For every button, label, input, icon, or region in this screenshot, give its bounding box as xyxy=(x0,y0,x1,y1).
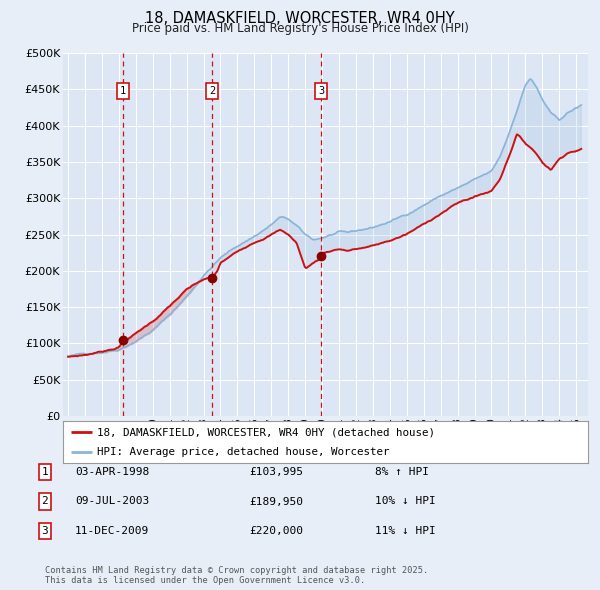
Text: 1: 1 xyxy=(120,86,126,96)
Text: 8% ↑ HPI: 8% ↑ HPI xyxy=(375,467,429,477)
Text: 18, DAMASKFIELD, WORCESTER, WR4 0HY (detached house): 18, DAMASKFIELD, WORCESTER, WR4 0HY (det… xyxy=(97,427,435,437)
Text: Contains HM Land Registry data © Crown copyright and database right 2025.
This d: Contains HM Land Registry data © Crown c… xyxy=(45,566,428,585)
Text: 3: 3 xyxy=(318,86,324,96)
Text: 03-APR-1998: 03-APR-1998 xyxy=(75,467,149,477)
Text: 1: 1 xyxy=(41,467,49,477)
Text: HPI: Average price, detached house, Worcester: HPI: Average price, detached house, Worc… xyxy=(97,447,389,457)
Text: 18, DAMASKFIELD, WORCESTER, WR4 0HY: 18, DAMASKFIELD, WORCESTER, WR4 0HY xyxy=(145,11,455,25)
Text: 09-JUL-2003: 09-JUL-2003 xyxy=(75,497,149,506)
Text: 3: 3 xyxy=(41,526,49,536)
Text: £103,995: £103,995 xyxy=(249,467,303,477)
Text: 2: 2 xyxy=(41,497,49,506)
Text: 11% ↓ HPI: 11% ↓ HPI xyxy=(375,526,436,536)
Text: Price paid vs. HM Land Registry's House Price Index (HPI): Price paid vs. HM Land Registry's House … xyxy=(131,22,469,35)
Text: £220,000: £220,000 xyxy=(249,526,303,536)
Text: 2: 2 xyxy=(209,86,215,96)
Text: £189,950: £189,950 xyxy=(249,497,303,506)
Text: 10% ↓ HPI: 10% ↓ HPI xyxy=(375,497,436,506)
Text: 11-DEC-2009: 11-DEC-2009 xyxy=(75,526,149,536)
